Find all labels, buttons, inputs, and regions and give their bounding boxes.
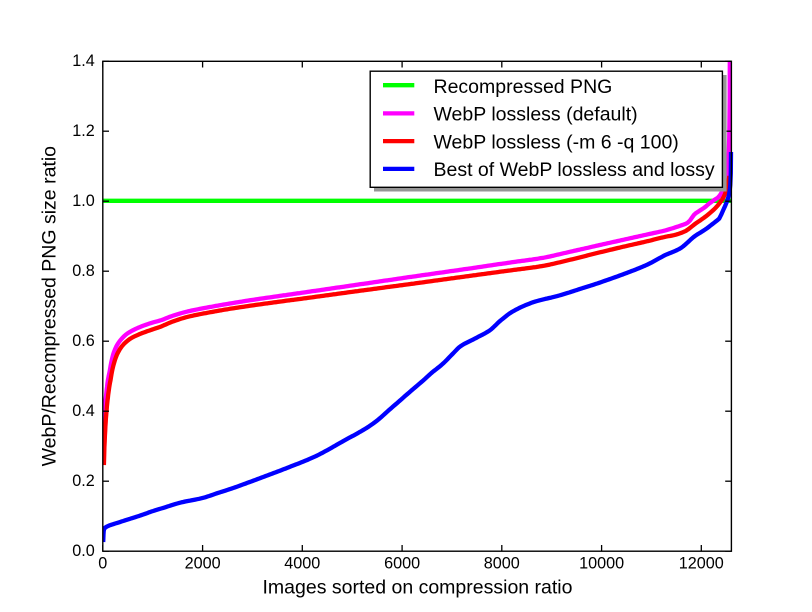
svg-text:8000: 8000 — [484, 555, 520, 573]
svg-text:4000: 4000 — [284, 555, 320, 573]
svg-text:1.0: 1.0 — [72, 192, 95, 210]
svg-text:10000: 10000 — [579, 555, 624, 573]
svg-text:0.4: 0.4 — [72, 402, 95, 420]
svg-text:1.4: 1.4 — [72, 52, 95, 70]
svg-text:0.6: 0.6 — [72, 332, 95, 350]
svg-text:Best of WebP lossless and loss: Best of WebP lossless and lossy — [434, 159, 715, 181]
svg-text:Images sorted on compression r: Images sorted on compression ratio — [263, 576, 573, 598]
svg-text:2000: 2000 — [185, 555, 221, 573]
svg-text:0.8: 0.8 — [72, 262, 95, 280]
svg-text:0.0: 0.0 — [72, 542, 95, 560]
svg-text:1.2: 1.2 — [72, 122, 95, 140]
svg-text:6000: 6000 — [384, 555, 420, 573]
svg-text:0: 0 — [98, 555, 107, 573]
svg-text:12000: 12000 — [679, 555, 724, 573]
svg-text:WebP/Recompressed PNG size rat: WebP/Recompressed PNG size ratio — [39, 146, 61, 467]
svg-text:WebP lossless (default): WebP lossless (default) — [434, 104, 638, 126]
svg-text:WebP lossless (-m 6 -q 100): WebP lossless (-m 6 -q 100) — [434, 131, 679, 153]
svg-text:Recompressed PNG: Recompressed PNG — [434, 76, 613, 98]
svg-text:0.2: 0.2 — [72, 472, 95, 490]
